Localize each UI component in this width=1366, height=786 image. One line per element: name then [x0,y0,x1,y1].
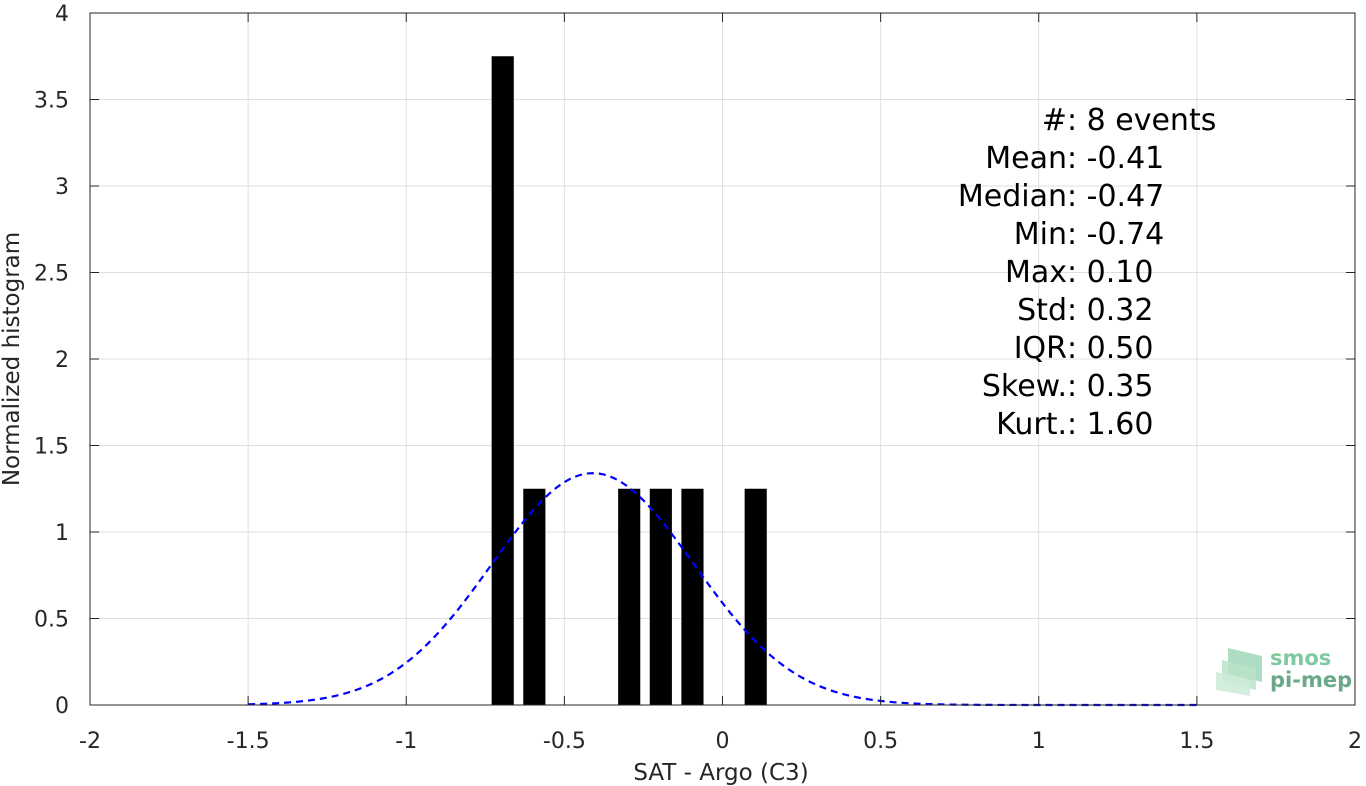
stat-value: : -0.47 [1067,179,1164,214]
stat-key: IQR [1014,331,1067,366]
stat-row: #: 8 events [1042,103,1216,138]
stat-key: Skew. [982,369,1067,404]
y-tick-label: 1 [55,521,69,546]
histogram-bar [618,488,641,705]
stat-row: Min : -0.74 [1014,217,1165,252]
histogram-bar [491,56,514,705]
y-tick-label: 0 [55,694,69,719]
histogram-bar [744,488,767,705]
x-axis-label: SAT - Argo (C3) [633,760,808,786]
stat-key: Std [1017,293,1067,328]
stat-value: : 0.32 [1067,293,1153,328]
axes [89,12,1356,706]
x-tick-label: 1 [1032,729,1046,754]
histogram-bar [523,488,546,705]
logo-text-pi-mep: pi-mep [1270,668,1352,692]
stat-key: # [1042,103,1067,138]
y-axis-label: Normalized histogram [0,232,25,486]
stat-value: : 0.10 [1067,255,1153,290]
stat-row: Mean : -0.41 [985,141,1164,176]
y-tick-label: 2 [55,348,69,373]
stat-value: : -0.74 [1067,217,1164,252]
x-tick-label: -1 [395,729,417,754]
y-tick-label: 3 [55,175,69,200]
stat-key: Mean [985,141,1067,176]
x-tick-label: 0 [716,729,730,754]
stat-value: : 8 events [1067,103,1216,138]
histogram-bars [491,56,767,705]
x-tick-label: 2 [1348,729,1362,754]
smos-pi-mep-logo: smos pi-mep [1216,646,1352,696]
stat-row: Skew. : 0.35 [982,369,1154,404]
stat-row: Kurt. : 1.60 [996,407,1153,442]
y-tick-label: 3.5 [34,89,69,114]
stat-row: Median : -0.47 [958,179,1164,214]
stat-row: Std : 0.32 [1017,293,1153,328]
stat-key: Kurt. [996,407,1067,442]
x-tick-label: -2 [79,729,101,754]
histogram-bar [681,488,704,705]
stat-key: Min [1014,217,1067,252]
stat-row: Max : 0.10 [1005,255,1153,290]
stat-value: : 1.60 [1067,407,1153,442]
x-tick-label: -1.5 [227,729,270,754]
stat-row: IQR : 0.50 [1014,331,1154,366]
tick-labels: -2 -1.5 -1 -0.5 0 0.5 1 1.5 2 0 0.5 1 1.5 2 2.5 3 3.5 4 [34,2,1362,754]
stat-value: : 0.35 [1067,369,1153,404]
x-tick-label: 1.5 [1179,729,1214,754]
stat-value: : 0.50 [1067,331,1153,366]
logo-text-smos: smos [1270,646,1331,670]
stat-key: Max [1005,255,1067,290]
logo-emblem-icon [1216,648,1262,696]
y-tick-label: 0.5 [34,608,69,633]
histogram-bar [649,488,672,705]
stat-value: : -0.41 [1067,141,1164,176]
x-tick-label: -0.5 [543,729,586,754]
stat-key: Median [958,179,1067,214]
y-tick-label: 4 [55,2,69,27]
y-tick-label: 2.5 [34,262,69,287]
y-tick-label: 1.5 [34,435,69,460]
x-tick-label: 0.5 [863,729,898,754]
